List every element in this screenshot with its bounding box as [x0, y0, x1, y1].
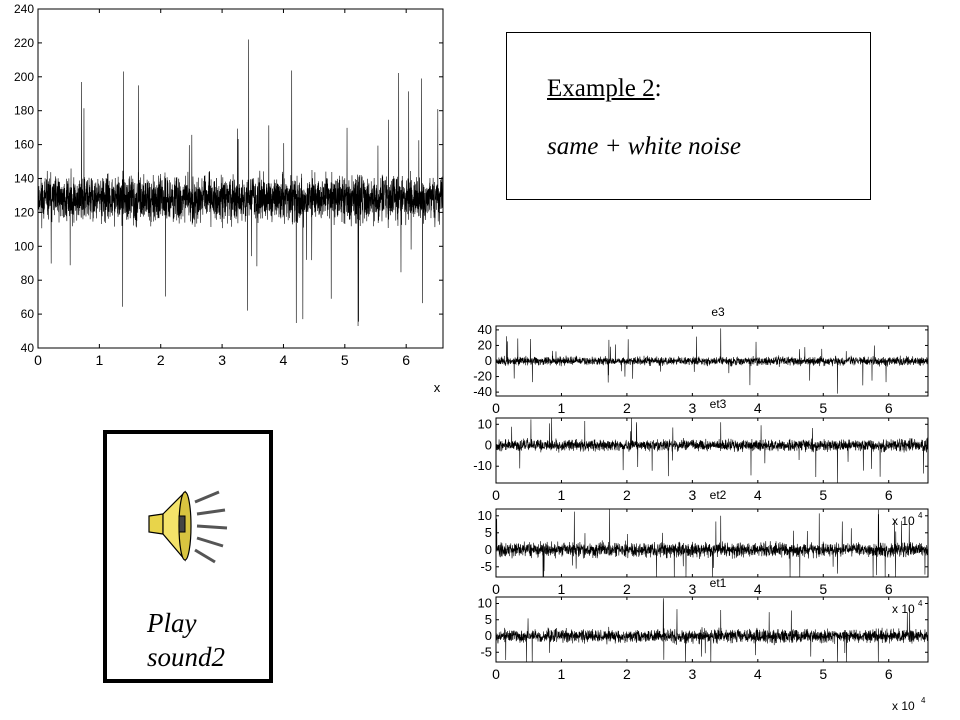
x-tick-label: 5: [819, 487, 827, 503]
x-tick-label: 6: [885, 400, 893, 416]
y-scale-exponent: 4: [918, 599, 923, 608]
y-tick-label: 160: [14, 138, 34, 152]
x-tick-label: 3: [688, 581, 696, 597]
y-tick-label: 40: [478, 322, 492, 337]
x-tick-label: 6: [885, 666, 893, 682]
y-tick-label: 40: [21, 341, 35, 355]
x-tick-label: 4: [754, 581, 762, 597]
example-info-box: Example 2: same + white noise: [506, 32, 871, 200]
y-tick-label: 80: [21, 273, 35, 287]
example-title-colon: :: [654, 75, 662, 102]
x-tick-label: 5: [819, 581, 827, 597]
x-tick-label: 3: [218, 352, 226, 368]
x-tick-label: 5: [819, 400, 827, 416]
y-tick-label: 0: [485, 628, 492, 643]
y-tick-label: 100: [14, 239, 34, 253]
signal-trace-4: [495, 598, 929, 663]
x-tick-label: 2: [157, 352, 165, 368]
x-tick-label: 3: [688, 487, 696, 503]
x-tick-label: 5: [341, 352, 349, 368]
y-tick-label: 0: [485, 353, 492, 368]
x-tick-label: 4: [754, 400, 762, 416]
signal-trace-1: [495, 328, 929, 394]
example-title-text: Example 2: [547, 75, 655, 102]
x-tick-label: 0: [492, 487, 500, 503]
x-tick-label: 1: [95, 352, 103, 368]
y-tick-label: 120: [14, 205, 34, 219]
y-tick-label: 10: [478, 508, 492, 523]
signal-trace-3: [495, 509, 929, 578]
x-tick-label: 3: [688, 400, 696, 416]
x-tick-label: 1: [558, 581, 566, 597]
y-tick-label: -5: [480, 644, 492, 659]
y-tick-label: 20: [478, 337, 492, 352]
x-tick-label: 1: [558, 666, 566, 682]
x-tick-label: 6: [885, 487, 893, 503]
speaker-icon: [148, 490, 228, 564]
plot-frame-4: [495, 596, 929, 663]
y-tick-label: 60: [21, 307, 35, 321]
chart-panel-0: 0 1 2 3 4 5 6 40 60 80 100 120 140 160 180 200 220 240 x: [14, 2, 444, 395]
signal-trace-2: [495, 417, 929, 484]
y-scale-label: x 10: [892, 602, 915, 616]
x-tick-label: 2: [623, 400, 631, 416]
play-label: Play sound2: [147, 606, 225, 674]
x-tick-label: 3: [688, 666, 696, 682]
x-tick-label: 5: [819, 666, 827, 682]
y-tick-label: 0: [485, 437, 492, 452]
y-tick-label: -20: [473, 369, 492, 384]
panel-title: e3: [711, 305, 725, 319]
y-tick-label: -10: [473, 458, 492, 473]
x-tick-label: 4: [754, 666, 762, 682]
plot-frame-2: [495, 417, 929, 484]
signal-trace-0: [37, 39, 444, 326]
panel-title: et3: [710, 397, 727, 411]
y-tick-label: -40: [473, 384, 492, 399]
x-tick-label: 2: [623, 487, 631, 503]
y-tick-label: 200: [14, 70, 34, 84]
y-tick-label: 10: [478, 416, 492, 431]
x-tick-label: 1: [558, 400, 566, 416]
x-tick-label: 0: [492, 400, 500, 416]
y-scale-label: x 10: [892, 514, 915, 528]
x-scale-exponent: 4: [921, 696, 926, 705]
y-scale-exponent: 4: [918, 511, 923, 520]
y-tick-label: 0: [485, 542, 492, 557]
x-tick-label: 6: [402, 352, 410, 368]
y-tick-label: 180: [14, 104, 34, 118]
y-tick-label: -5: [480, 559, 492, 574]
x-tick-label: 1: [558, 487, 566, 503]
panel-title: et2: [710, 488, 727, 502]
y-tick-label: 140: [14, 172, 34, 186]
play-sound-button[interactable]: Play sound2: [103, 430, 273, 683]
x-tick-label: 0: [34, 352, 42, 368]
x-tick-label: 4: [754, 487, 762, 503]
x-scale-label: x 10: [892, 699, 915, 713]
x-axis-label: x: [434, 380, 441, 395]
y-tick-label: 10: [478, 596, 492, 611]
example-subtitle: same + white noise: [547, 133, 741, 160]
play-label-line2: sound2: [147, 642, 226, 672]
y-tick-label: 240: [14, 2, 34, 16]
x-tick-label: 2: [623, 581, 631, 597]
y-tick-label: 5: [485, 612, 492, 627]
x-tick-label: 0: [492, 666, 500, 682]
play-label-line1: Play: [147, 608, 197, 638]
x-tick-label: 2: [623, 666, 631, 682]
x-tick-label: 0: [492, 581, 500, 597]
x-tick-label: 4: [280, 352, 288, 368]
example-title: Example 2:: [547, 75, 662, 103]
x-tick-label: 6: [885, 581, 893, 597]
panel-title: et1: [710, 576, 727, 590]
y-tick-label: 220: [14, 36, 34, 50]
y-tick-label: 5: [485, 525, 492, 540]
plot-frame-3: [495, 508, 929, 578]
